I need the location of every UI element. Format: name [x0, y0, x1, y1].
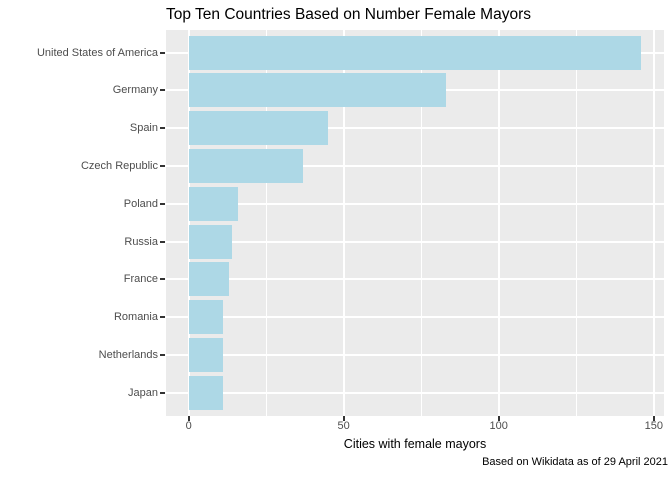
bar-czech-republic — [188, 149, 304, 184]
gridline-vertical-minor — [265, 30, 267, 416]
y-tick-label: Spain — [129, 122, 158, 135]
y-tick-label: France — [123, 273, 158, 286]
bar-united-states-of-america — [188, 35, 642, 70]
gridline-horizontal-major — [166, 240, 664, 243]
y-tick-label: United States of America — [36, 46, 158, 59]
gridline-horizontal-major — [166, 165, 664, 168]
y-tick-label: Romania — [113, 311, 158, 324]
x-tick-mark — [497, 416, 500, 421]
x-tick-mark — [652, 416, 655, 421]
y-tick-label: Germany — [112, 84, 158, 97]
y-tick-mark — [160, 278, 165, 281]
gridline-vertical-minor — [575, 30, 577, 416]
gridline-horizontal-major — [166, 391, 664, 394]
y-tick-label: Japan — [128, 386, 158, 399]
bar-netherlands — [188, 338, 223, 373]
gridline-horizontal-major — [166, 316, 664, 319]
gridline-horizontal-major — [166, 354, 664, 357]
y-tick-mark — [160, 127, 165, 130]
bar-france — [188, 262, 229, 297]
x-axis-title: Cities with female mayors — [343, 437, 487, 451]
x-tick-label: 150 — [644, 420, 663, 432]
y-tick-mark — [160, 316, 165, 319]
y-tick-label: Czech Republic — [80, 160, 158, 173]
bar-japan — [188, 375, 223, 410]
y-tick-label: Poland — [123, 197, 158, 210]
bar-romania — [188, 300, 223, 335]
gridline-vertical-major — [652, 30, 655, 416]
bar-russia — [188, 224, 233, 259]
y-tick-mark — [160, 89, 165, 92]
y-tick-mark — [160, 354, 165, 357]
x-tick-label: 100 — [489, 420, 508, 432]
bar-spain — [188, 111, 329, 146]
caption: Based on Wikidata as of 29 April 2021 — [482, 456, 668, 468]
gridline-vertical-major — [342, 30, 345, 416]
gridline-vertical-major — [187, 30, 190, 416]
bar-poland — [188, 186, 239, 221]
plot-panel — [166, 30, 664, 416]
gridline-horizontal-major — [166, 202, 664, 205]
x-tick-mark — [187, 416, 190, 421]
y-tick-mark — [160, 165, 165, 168]
y-tick-mark — [160, 51, 165, 54]
y-tick-mark — [160, 240, 165, 243]
gridline-horizontal-major — [166, 278, 664, 281]
x-tick-label: 50 — [337, 420, 350, 432]
gridline-horizontal-major — [166, 127, 664, 130]
x-tick-mark — [342, 416, 345, 421]
chart-title: Top Ten Countries Based on Number Female… — [166, 6, 531, 23]
x-tick-label: 0 — [185, 420, 192, 432]
gridline-vertical-minor — [420, 30, 422, 416]
gridline-vertical-major — [497, 30, 500, 416]
bar-germany — [188, 73, 446, 108]
y-tick-mark — [160, 391, 165, 394]
y-tick-label: Netherlands — [98, 349, 158, 362]
y-tick-mark — [160, 202, 165, 205]
y-tick-label: Russia — [124, 235, 158, 248]
